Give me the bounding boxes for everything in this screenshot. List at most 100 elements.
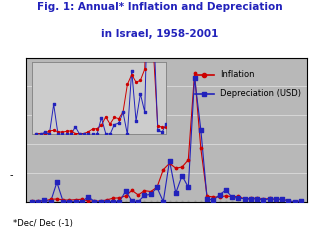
Point: [286, 199, 291, 203]
Point: [167, 161, 172, 165]
Point: [292, 200, 297, 204]
Point: [138, 78, 143, 82]
Point: [204, 197, 210, 201]
Point: [180, 165, 185, 169]
Point: [142, 193, 147, 197]
Point: [64, 132, 69, 136]
Point: [111, 200, 116, 204]
Point: [43, 130, 48, 134]
Point: [36, 200, 41, 204]
Point: [159, 125, 164, 129]
Point: [92, 200, 97, 204]
Text: -: -: [10, 170, 13, 180]
Point: [79, 200, 84, 204]
Point: [48, 200, 53, 204]
Point: [151, 49, 156, 53]
Point: [155, 185, 160, 189]
Point: [155, 128, 160, 132]
Point: [60, 130, 65, 134]
Point: [242, 197, 247, 201]
Point: [51, 128, 56, 132]
Point: [68, 129, 74, 133]
Point: [47, 132, 52, 136]
Point: [86, 130, 91, 134]
Point: [121, 110, 126, 114]
Point: [129, 73, 134, 77]
Point: [192, 72, 197, 75]
Point: [133, 80, 139, 84]
Point: [129, 69, 134, 72]
Text: Inflation: Inflation: [220, 70, 254, 79]
Point: [136, 200, 141, 204]
Point: [99, 123, 104, 127]
Point: [36, 199, 41, 203]
Point: [129, 188, 134, 192]
Point: [148, 192, 153, 196]
Point: [38, 132, 43, 136]
Point: [255, 196, 260, 200]
Point: [267, 197, 272, 200]
Point: [248, 197, 253, 200]
Point: [116, 121, 121, 125]
Point: [248, 197, 253, 201]
Point: [55, 130, 60, 134]
Point: [261, 198, 266, 202]
Point: [167, 159, 172, 163]
Point: [292, 200, 297, 204]
Point: [173, 166, 178, 170]
Point: [108, 122, 113, 126]
Point: [43, 132, 48, 135]
Point: [47, 129, 52, 133]
Point: [198, 146, 204, 150]
Point: [217, 195, 222, 199]
Point: [204, 194, 210, 198]
Point: [103, 132, 108, 135]
Point: [123, 194, 128, 198]
Point: [298, 199, 303, 203]
Point: [86, 199, 91, 203]
Point: [94, 132, 100, 136]
Point: [123, 189, 128, 193]
Point: [60, 132, 65, 136]
Text: *Dec/ Dec (-1): *Dec/ Dec (-1): [13, 219, 73, 228]
Point: [90, 127, 95, 131]
Point: [142, 67, 147, 71]
Point: [82, 132, 87, 136]
Point: [161, 200, 166, 204]
Point: [229, 195, 235, 199]
Text: Fig. 1: Annual* Inflation and Depreciation: Fig. 1: Annual* Inflation and Depreciati…: [37, 2, 283, 12]
Point: [38, 132, 43, 135]
Point: [98, 200, 103, 204]
Point: [111, 196, 116, 200]
Point: [186, 158, 191, 162]
Point: [223, 188, 228, 192]
Point: [112, 123, 117, 126]
Text: Depreciation (USD): Depreciation (USD): [220, 89, 301, 98]
Point: [280, 197, 285, 201]
Point: [42, 199, 47, 203]
Point: [173, 191, 178, 195]
Point: [112, 115, 117, 119]
Point: [67, 198, 72, 202]
Point: [242, 197, 247, 201]
Point: [51, 102, 56, 106]
Point: [90, 132, 95, 136]
Point: [73, 198, 78, 202]
Point: [104, 198, 109, 202]
Point: [103, 115, 108, 119]
Point: [68, 132, 74, 136]
Point: [117, 200, 122, 204]
Point: [164, 122, 169, 126]
Point: [34, 132, 39, 136]
Point: [211, 198, 216, 202]
Text: in Israel, 1958-2001: in Israel, 1958-2001: [101, 29, 219, 39]
Point: [60, 200, 66, 204]
Point: [29, 200, 35, 204]
Point: [125, 83, 130, 86]
Point: [280, 197, 285, 201]
Point: [60, 198, 66, 202]
Point: [267, 197, 272, 201]
Point: [54, 197, 60, 201]
Point: [273, 198, 278, 202]
Point: [142, 189, 147, 192]
